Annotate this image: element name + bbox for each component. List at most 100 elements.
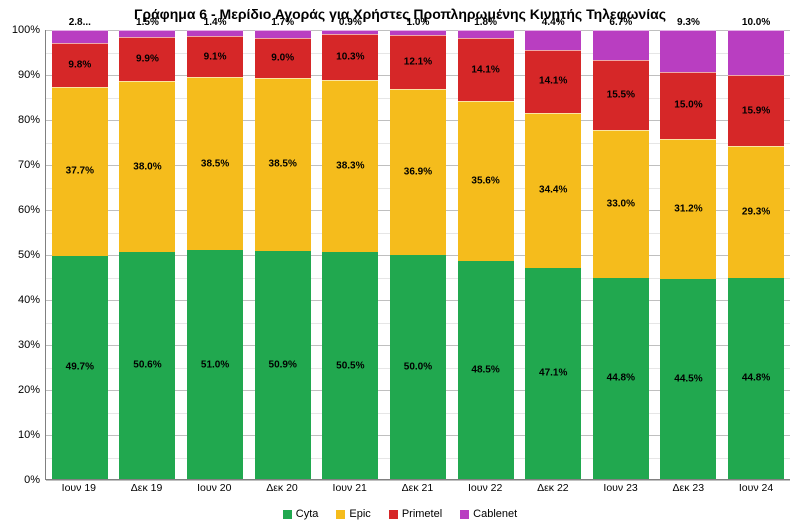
- y-tick-label: 30%: [0, 339, 40, 351]
- segment-label: 35.6%: [471, 176, 499, 187]
- segment-label: 50.9%: [269, 359, 297, 370]
- y-tick-label: 50%: [0, 249, 40, 261]
- y-tick-label: 10%: [0, 429, 40, 441]
- bar-segment-cablenet: 6.7%: [593, 30, 649, 60]
- segment-label: 12.1%: [404, 56, 432, 67]
- bar-segment-cablenet: 1.5%: [119, 30, 175, 37]
- segment-label: 50.0%: [404, 361, 432, 372]
- gridline-major: [46, 480, 790, 481]
- segment-label: 34.4%: [539, 185, 567, 196]
- bar-column: 50.6% 38.0% 9.9% 1.5%: [119, 30, 175, 479]
- bar-segment-primetel: 15.0%: [660, 72, 716, 139]
- segment-label: 15.9%: [742, 105, 770, 116]
- segment-label: 10.3%: [336, 52, 364, 63]
- bar-segment-primetel: 14.1%: [525, 50, 581, 113]
- segment-label: 15.0%: [674, 100, 702, 111]
- segment-label: 44.8%: [742, 373, 770, 384]
- x-tick-label: Δεκ 20: [254, 482, 310, 494]
- segment-label: 51.0%: [201, 359, 229, 370]
- bar-segment-cablenet: 2.8...: [52, 30, 108, 43]
- segment-label: 9.8%: [68, 59, 91, 70]
- plot-area: 49.7% 37.7% 9.8% 2.8... 50.6% 38.0% 9.9% 1.5% 51…: [45, 30, 790, 480]
- bar-segment-primetel: 9.8%: [52, 43, 108, 87]
- segment-label: 33.0%: [607, 198, 635, 209]
- bar-segment-epic: 36.9%: [390, 89, 446, 255]
- y-tick-label: 100%: [0, 24, 40, 36]
- bar-segment-cyta: 44.8%: [728, 278, 784, 479]
- legend-swatch: [336, 510, 345, 519]
- bar-segment-cyta: 49.7%: [52, 256, 108, 479]
- bar-segment-cablenet: 10.0%: [728, 30, 784, 75]
- legend-item-cablenet: Cablenet: [460, 508, 517, 520]
- legend-label: Cablenet: [473, 508, 517, 520]
- segment-label: 36.9%: [404, 166, 432, 177]
- segment-label: 15.5%: [607, 89, 635, 100]
- legend: Cyta Epic Primetel Cablenet: [0, 508, 800, 520]
- y-tick-label: 40%: [0, 294, 40, 306]
- chart-title: Γράφημα 6 - Μερίδιο Αγοράς για Χρήστες Π…: [0, 6, 800, 22]
- bar-segment-epic: 38.3%: [322, 80, 378, 252]
- bar-segment-cablenet: 1.0%: [390, 30, 446, 34]
- bar-segment-cablenet: 1.4%: [187, 30, 243, 36]
- x-tick-label: Ιουν 23: [593, 482, 649, 494]
- bar-segment-cyta: 50.5%: [322, 252, 378, 479]
- legend-item-cyta: Cyta: [283, 508, 319, 520]
- segment-label: 9.1%: [204, 51, 227, 62]
- bar-segment-cyta: 48.5%: [458, 261, 514, 479]
- x-tick-label: Ιουν 24: [728, 482, 784, 494]
- x-tick-label: Ιουν 19: [51, 482, 107, 494]
- bar-column: 50.0% 36.9% 12.1% 1.0%: [390, 30, 446, 479]
- y-tick-label: 90%: [0, 69, 40, 81]
- x-tick-label: Δεκ 19: [119, 482, 175, 494]
- bar-segment-primetel: 15.9%: [728, 75, 784, 146]
- legend-item-primetel: Primetel: [389, 508, 442, 520]
- bar-column: 44.8% 29.3% 15.9% 10.0%: [728, 30, 784, 479]
- x-tick-label: Ιουν 20: [186, 482, 242, 494]
- segment-label: 44.8%: [607, 373, 635, 384]
- y-tick-label: 0%: [0, 474, 40, 486]
- bar-column: 50.5%38.3%10.3%0.9%: [322, 30, 378, 479]
- bar-segment-primetel: 15.5%: [593, 60, 649, 130]
- bar-segment-epic: 38.0%: [119, 81, 175, 252]
- legend-item-epic: Epic: [336, 508, 370, 520]
- y-tick-label: 70%: [0, 159, 40, 171]
- bar-segment-epic: 37.7%: [52, 87, 108, 256]
- segment-label: 38.5%: [269, 159, 297, 170]
- x-tick-label: Δεκ 22: [525, 482, 581, 494]
- bar-segment-epic: 34.4%: [525, 113, 581, 267]
- x-tick-label: Ιουν 22: [457, 482, 513, 494]
- legend-label: Cyta: [296, 508, 319, 520]
- bar-segment-epic: 38.5%: [255, 78, 311, 251]
- segment-label: 47.1%: [539, 368, 567, 379]
- segment-label: 9.9%: [136, 53, 159, 64]
- segment-label: 49.7%: [66, 362, 94, 373]
- legend-label: Primetel: [402, 508, 442, 520]
- bar-column: 44.8% 33.0% 15.5% 6.7%: [593, 30, 649, 479]
- segment-label: 29.3%: [742, 207, 770, 218]
- legend-swatch: [389, 510, 398, 519]
- bar-segment-cyta: 50.6%: [119, 252, 175, 479]
- segment-label: 14.1%: [471, 64, 499, 75]
- segment-label: 31.2%: [674, 204, 702, 215]
- legend-swatch: [460, 510, 469, 519]
- bar-column: 49.7% 37.7% 9.8% 2.8...: [52, 30, 108, 479]
- segment-label: 48.5%: [471, 365, 499, 376]
- segment-label: 50.6%: [133, 360, 161, 371]
- y-tick-label: 60%: [0, 204, 40, 216]
- bar-segment-cablenet: 1.7%: [255, 30, 311, 38]
- segment-label: 50.5%: [336, 360, 364, 371]
- bar-segment-primetel: 14.1%: [458, 38, 514, 101]
- legend-label: Epic: [349, 508, 370, 520]
- bar-segment-cyta: 50.9%: [255, 251, 311, 479]
- chart-container: Γράφημα 6 - Μερίδιο Αγοράς για Χρήστες Π…: [0, 0, 800, 524]
- segment-label: 37.7%: [66, 166, 94, 177]
- bar-segment-cablenet: 1.8%: [458, 30, 514, 38]
- bar-segment-primetel: 9.9%: [119, 37, 175, 81]
- bar-segment-epic: 31.2%: [660, 139, 716, 279]
- bar-column: 50.9%38.5%9.0%1.7%: [255, 30, 311, 479]
- segment-label: 38.3%: [336, 161, 364, 172]
- x-tick-label: Δεκ 21: [389, 482, 445, 494]
- bar-segment-epic: 33.0%: [593, 130, 649, 278]
- bar-column: 44.5%31.2%15.0%9.3%: [660, 30, 716, 479]
- bar-segment-epic: 38.5%: [187, 77, 243, 250]
